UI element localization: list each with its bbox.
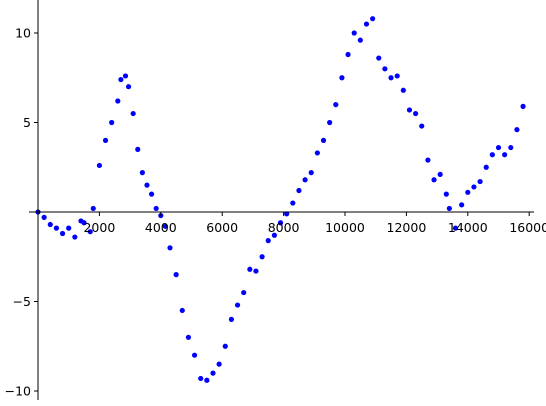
data-point <box>139 170 145 176</box>
data-point <box>66 225 72 231</box>
data-point <box>514 127 520 133</box>
data-point <box>327 119 333 126</box>
data-point <box>153 205 159 212</box>
x-tick-label: 12000 <box>387 220 427 235</box>
data-point <box>320 137 327 143</box>
data-point <box>185 334 192 340</box>
data-point <box>302 177 308 183</box>
data-point <box>308 170 314 176</box>
data-point <box>502 152 508 158</box>
data-point <box>198 375 204 382</box>
data-point <box>489 152 495 158</box>
data-point <box>465 189 471 195</box>
data-point <box>333 102 339 108</box>
data-point <box>363 21 370 27</box>
y-tick-label: 5 <box>23 115 31 130</box>
data-point <box>296 187 302 194</box>
data-point <box>41 214 47 220</box>
data-point <box>228 316 235 322</box>
data-point <box>234 302 241 308</box>
data-point <box>259 254 265 260</box>
data-point <box>253 268 259 274</box>
data-point <box>431 177 437 183</box>
data-point <box>425 157 431 163</box>
data-point <box>508 144 514 151</box>
data-point <box>102 137 109 143</box>
x-tick-label: 8000 <box>268 220 300 235</box>
x-tick-label: 4000 <box>145 220 177 235</box>
data-point <box>477 178 483 185</box>
data-point <box>406 107 413 113</box>
data-point <box>437 171 443 178</box>
y-tick-label: −10 <box>5 384 31 399</box>
data-point <box>210 370 216 376</box>
data-point <box>290 200 296 206</box>
data-point <box>216 361 222 367</box>
data-point <box>265 238 271 244</box>
data-point <box>495 144 502 151</box>
data-point <box>357 37 363 43</box>
data-point <box>179 307 185 314</box>
data-point <box>144 182 150 188</box>
data-point <box>388 75 394 81</box>
data-point <box>277 220 284 226</box>
data-point <box>118 76 124 83</box>
data-point <box>173 272 179 278</box>
x-tick-label: 10000 <box>325 220 365 235</box>
data-point <box>167 245 173 251</box>
data-point <box>135 146 141 152</box>
data-point <box>443 191 449 197</box>
axes <box>29 0 534 400</box>
data-point <box>351 30 357 36</box>
data-point <box>419 123 425 129</box>
data-point <box>339 75 345 81</box>
data-point <box>241 289 247 296</box>
data-point <box>87 229 93 235</box>
data-point <box>53 225 60 231</box>
x-tick-label: 2000 <box>83 220 115 235</box>
x-tick-label: 16000 <box>509 220 546 235</box>
data-point <box>345 51 351 58</box>
data-point <box>191 352 198 358</box>
data-point <box>382 66 388 72</box>
data-point <box>47 221 53 228</box>
data-point <box>483 164 489 170</box>
data-point <box>90 205 96 212</box>
axis-ticks: 2000 4000 6000 8000 10000 12000 14000 16000 −10 −… <box>5 26 546 399</box>
data-point <box>222 343 228 349</box>
x-tick-label: 14000 <box>448 220 488 235</box>
data-point <box>204 377 210 383</box>
data-point <box>314 150 320 156</box>
y-tick-label: 10 <box>15 26 31 41</box>
data-point <box>162 223 169 229</box>
data-point <box>109 119 115 126</box>
data-point <box>122 73 129 79</box>
data-point <box>459 202 465 208</box>
data-point <box>130 110 136 117</box>
y-tick-label: −5 <box>13 294 31 309</box>
data-point <box>413 110 419 117</box>
x-tick-label: 6000 <box>206 220 238 235</box>
data-point <box>271 232 277 238</box>
data-point <box>59 230 66 237</box>
data-point <box>72 234 78 240</box>
data-point <box>452 225 459 231</box>
data-point <box>446 205 452 212</box>
data-point <box>471 184 477 190</box>
data-point <box>400 87 406 93</box>
data-point <box>247 266 253 272</box>
data-point <box>370 16 376 22</box>
data-point <box>96 162 102 169</box>
data-point <box>81 220 87 226</box>
data-point <box>148 191 155 197</box>
data-point <box>115 98 121 104</box>
scatter-points <box>35 16 526 383</box>
data-point <box>520 103 526 109</box>
data-point <box>394 73 400 79</box>
data-point <box>125 84 132 90</box>
data-point <box>376 55 382 61</box>
